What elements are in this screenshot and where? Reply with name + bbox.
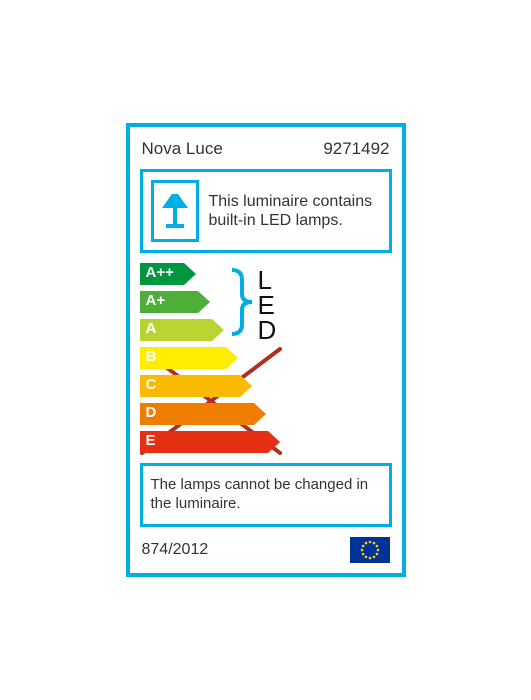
- energy-arrow-label: B: [146, 348, 157, 365]
- energy-arrow-C: C: [140, 375, 252, 397]
- luminaire-info-box: This luminaire contains built-in LED lam…: [140, 169, 392, 253]
- energy-arrow-label: E: [146, 432, 156, 449]
- led-label: LED: [258, 268, 278, 342]
- luminaire-info-text: This luminaire contains built-in LED lam…: [209, 192, 381, 230]
- regulation-number: 874/2012: [142, 541, 209, 559]
- lamp-icon-box: [151, 180, 199, 242]
- led-bracket: [230, 263, 256, 340]
- energy-arrow-E: E: [140, 431, 280, 453]
- brand-name: Nova Luce: [142, 139, 223, 159]
- energy-arrow-B: B: [140, 347, 238, 369]
- energy-arrow-D: D: [140, 403, 266, 425]
- energy-arrow-label: A: [146, 320, 157, 337]
- energy-arrow-label: A+: [146, 292, 166, 309]
- energy-arrow-A: A: [140, 319, 224, 341]
- eu-flag-icon: [350, 537, 390, 563]
- energy-arrow-label: C: [146, 376, 157, 393]
- energy-label: Nova Luce 9271492 This luminaire contain…: [126, 123, 406, 577]
- lamp-change-notice: The lamps cannot be changed in the lumin…: [140, 463, 392, 527]
- model-number: 9271492: [323, 139, 389, 159]
- energy-arrow-Aplus: A+: [140, 291, 210, 313]
- lamp-icon: [154, 190, 196, 232]
- energy-arrow-label: D: [146, 404, 157, 421]
- energy-rating-area: LED A++ A+ ABCDE: [140, 263, 392, 453]
- energy-arrow-Aplusplus: A++: [140, 263, 196, 285]
- energy-arrow-label: A++: [146, 264, 174, 281]
- header-row: Nova Luce 9271492: [140, 137, 392, 159]
- footer-row: 874/2012: [140, 537, 392, 563]
